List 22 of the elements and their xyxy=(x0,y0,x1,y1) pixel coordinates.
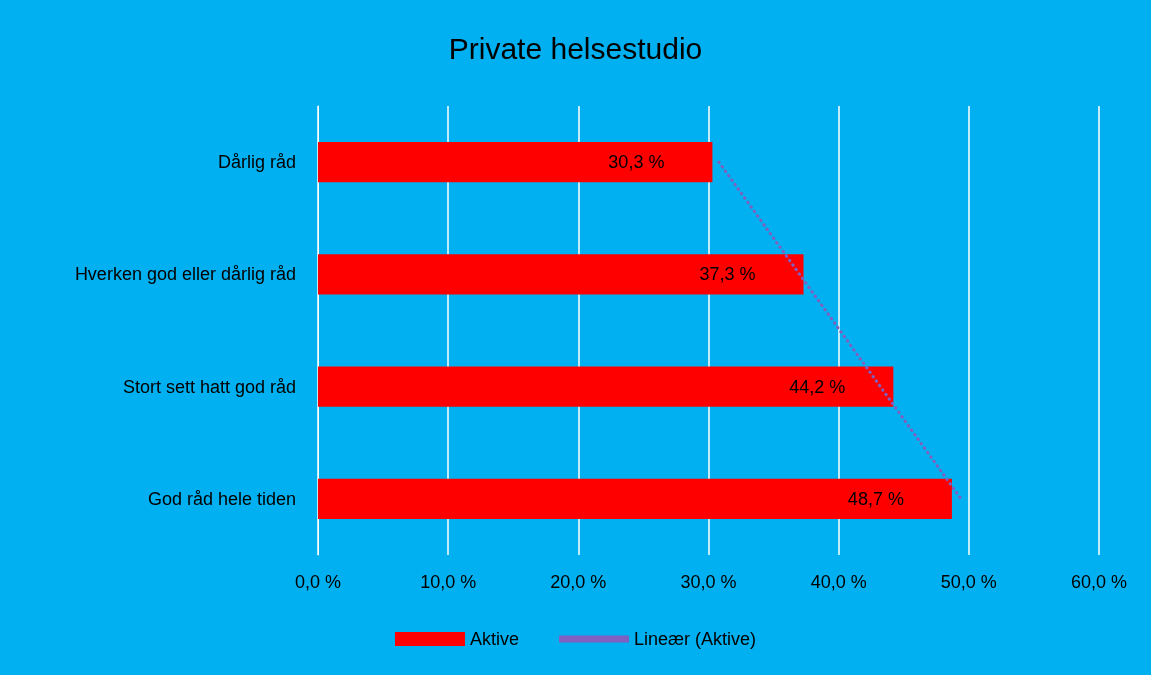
x-tick-label: 10,0 % xyxy=(420,572,477,592)
x-tick-label: 20,0 % xyxy=(550,572,607,592)
y-tick-label: God råd hele tiden xyxy=(147,488,296,509)
data-label: 30,3 % xyxy=(608,152,665,173)
bar xyxy=(318,478,952,520)
legend-label: Lineær (Aktive) xyxy=(633,629,757,649)
x-tick-label: 60,0 % xyxy=(1070,572,1128,592)
x-tick-label: 40,0 % xyxy=(810,572,867,592)
x-tick-label: 50,0 % xyxy=(940,572,997,592)
legend-label: Aktive xyxy=(469,629,519,649)
y-tick-label: Hverken god eller dårlig råd xyxy=(74,264,296,285)
chart-title: Private helsestudio xyxy=(448,31,703,65)
data-label: 44,2 % xyxy=(789,376,846,397)
bar xyxy=(318,366,894,407)
data-label: 48,7 % xyxy=(847,488,904,509)
x-tick-label: 30,0 % xyxy=(680,572,737,592)
y-tick-label: Stort sett hatt god råd xyxy=(122,376,296,397)
bar xyxy=(318,141,713,183)
data-label: 37,3 % xyxy=(699,264,756,285)
bar xyxy=(318,254,804,295)
y-tick-label: Dårlig råd xyxy=(217,152,296,173)
x-tick-label: 0,0 % xyxy=(294,572,342,592)
